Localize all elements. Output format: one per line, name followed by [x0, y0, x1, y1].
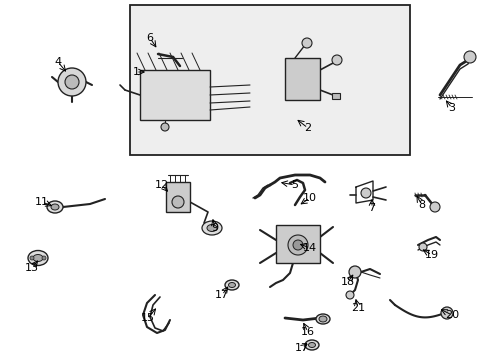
Circle shape: [348, 266, 360, 278]
Bar: [130, 5, 409, 155]
Bar: [331, 93, 339, 99]
Text: 10: 10: [303, 193, 316, 203]
Bar: [165, 182, 190, 212]
Ellipse shape: [33, 255, 43, 261]
Text: 21: 21: [350, 303, 365, 313]
Bar: [285, 58, 319, 100]
Circle shape: [292, 240, 303, 250]
Circle shape: [287, 235, 307, 255]
Ellipse shape: [228, 283, 235, 288]
Circle shape: [429, 202, 439, 212]
Circle shape: [440, 307, 452, 319]
Circle shape: [418, 243, 426, 251]
Ellipse shape: [308, 342, 315, 347]
Circle shape: [161, 123, 169, 131]
Circle shape: [42, 256, 46, 260]
Text: 11: 11: [35, 197, 49, 207]
Ellipse shape: [305, 340, 318, 350]
Text: 6: 6: [146, 33, 153, 43]
Text: 17: 17: [215, 290, 228, 300]
Circle shape: [172, 196, 183, 208]
Text: 12: 12: [155, 180, 169, 190]
Text: 1: 1: [132, 67, 139, 77]
Circle shape: [65, 75, 79, 89]
Text: 19: 19: [424, 250, 438, 260]
Circle shape: [331, 55, 341, 65]
Ellipse shape: [315, 314, 329, 324]
Ellipse shape: [202, 221, 222, 235]
Ellipse shape: [28, 251, 48, 266]
Ellipse shape: [206, 225, 217, 231]
Ellipse shape: [318, 316, 326, 322]
Text: 3: 3: [447, 103, 454, 113]
Text: 20: 20: [444, 310, 458, 320]
Text: 2: 2: [304, 123, 311, 133]
Circle shape: [346, 291, 353, 299]
Text: 15: 15: [141, 313, 155, 323]
Text: 8: 8: [418, 200, 425, 210]
Text: 4: 4: [54, 57, 61, 67]
Text: 7: 7: [367, 203, 375, 213]
Ellipse shape: [47, 201, 63, 213]
Text: 18: 18: [340, 277, 354, 287]
Circle shape: [463, 51, 475, 63]
Ellipse shape: [224, 280, 239, 290]
Bar: [275, 225, 319, 263]
Ellipse shape: [51, 204, 59, 210]
Text: 5: 5: [291, 180, 298, 190]
Text: 9: 9: [211, 223, 218, 233]
Circle shape: [302, 38, 311, 48]
Circle shape: [58, 68, 86, 96]
Text: 17: 17: [294, 343, 308, 353]
Circle shape: [360, 188, 370, 198]
Circle shape: [30, 256, 34, 260]
Bar: [140, 70, 209, 120]
Text: 16: 16: [301, 327, 314, 337]
Text: 14: 14: [303, 243, 316, 253]
Text: 13: 13: [25, 263, 39, 273]
